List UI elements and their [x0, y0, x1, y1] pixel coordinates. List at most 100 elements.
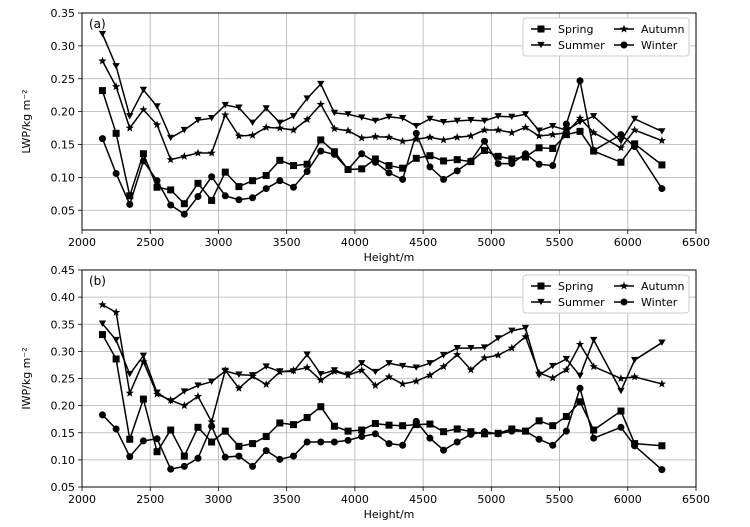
series-winter-point	[562, 120, 570, 128]
series-winter-point	[262, 447, 270, 455]
y-tick-label: 0.30	[51, 345, 76, 358]
legend-entry-winter: Winter	[614, 296, 678, 309]
series-winter-point	[549, 162, 557, 170]
series-spring-point	[453, 156, 461, 164]
x-tick-label: 4000	[341, 493, 369, 506]
series-summer-point	[235, 104, 243, 111]
series-autumn-point	[589, 362, 598, 371]
legend-entry-spring: Spring	[531, 280, 594, 293]
series-autumn-point	[139, 105, 148, 114]
series-autumn-point	[125, 123, 134, 132]
series-summer-point	[426, 115, 434, 123]
x-tick-label: 4000	[341, 236, 369, 249]
series-summer-point	[453, 344, 461, 352]
series-spring-point	[399, 164, 407, 172]
series-spring-point	[262, 171, 270, 179]
series-winter-point	[576, 77, 584, 85]
series-summer-point	[371, 117, 380, 124]
x-tick-label: 6500	[682, 236, 710, 249]
series-autumn-point	[562, 128, 571, 137]
series-winter-line	[101, 80, 663, 216]
series-winter-point	[330, 438, 338, 446]
series-autumn-point	[521, 123, 530, 131]
series-autumn-point	[521, 332, 530, 341]
series-autumn-point	[330, 367, 339, 375]
plot-frame	[81, 269, 697, 488]
series-spring	[98, 331, 666, 460]
series-autumn-point	[316, 100, 325, 108]
series-autumn-point	[507, 128, 516, 137]
series-summer-point	[617, 138, 625, 145]
series-winter-point	[631, 142, 639, 150]
series-winter-point	[153, 435, 161, 443]
series-winter-point	[453, 167, 461, 175]
series-spring-point	[358, 426, 366, 434]
series-spring-line	[101, 90, 663, 205]
panel-b: 2000 2500 3000 3500 4000 4500 5000 5500 6000 6500…	[20, 264, 710, 521]
series-winter-point	[139, 437, 147, 445]
series-winter-point	[98, 411, 106, 419]
series-summer-point	[412, 364, 420, 371]
series-autumn-point	[193, 148, 203, 157]
series-spring-point	[289, 421, 297, 429]
series-autumn-point	[343, 370, 353, 379]
series-autumn-point	[384, 132, 394, 141]
series-spring-point	[344, 427, 352, 435]
series-winter-point	[631, 442, 639, 450]
series-autumn-point	[466, 365, 475, 374]
series-autumn-point	[453, 350, 462, 359]
x-tick-label: 4500	[409, 236, 437, 249]
series-spring-point	[221, 427, 229, 435]
series-spring-point	[358, 165, 366, 173]
series-spring-point	[167, 426, 175, 434]
series-summer-point	[630, 115, 639, 123]
series-autumn-point	[111, 82, 121, 91]
series-winter-point	[658, 466, 666, 474]
x-axis-label: Height/m	[364, 251, 415, 264]
series-spring-point	[576, 398, 584, 406]
x-tick-label: 3000	[204, 236, 232, 249]
series-winter-point	[481, 428, 489, 436]
series-spring-point	[208, 438, 216, 446]
series-autumn-point	[412, 376, 421, 385]
series-summer-point	[508, 113, 516, 121]
series-winter-point	[562, 427, 570, 435]
series-spring-point	[289, 162, 297, 170]
series-winter-point	[617, 131, 625, 139]
series-summer-point	[139, 352, 148, 359]
legend-entry-autumn: Autumn	[614, 280, 684, 293]
legend-entry-summer: Summer	[531, 296, 605, 309]
series-autumn-point	[575, 113, 585, 122]
series-spring-point	[535, 417, 543, 425]
series-spring-point	[412, 154, 420, 162]
series-winter-point	[344, 166, 352, 174]
series-summer-point	[180, 388, 189, 395]
series-summer-point	[221, 101, 229, 109]
series-spring-point	[235, 442, 243, 450]
series-autumn-point	[343, 126, 353, 135]
series-spring-line	[101, 334, 662, 458]
series-autumn-point	[616, 374, 626, 383]
series-winter-point	[590, 146, 598, 154]
legend-entry-autumn-label: Autumn	[641, 280, 684, 293]
series-spring-point	[385, 162, 393, 170]
series-winter-line	[101, 385, 663, 471]
legend-entry-autumn-label: Autumn	[641, 23, 684, 36]
series-spring-point	[617, 407, 625, 415]
x-tick-label: 6500	[682, 493, 710, 506]
y-tick-label: 0.10	[51, 171, 76, 184]
series-autumn-point	[398, 379, 407, 388]
legend-entry-winter-marker	[620, 41, 628, 49]
series-spring-point	[139, 395, 147, 403]
series-autumn-point	[575, 339, 585, 348]
series-spring-point	[549, 144, 557, 152]
series-summer-point	[248, 119, 257, 126]
x-tick-label: 5500	[546, 236, 574, 249]
series-autumn-point	[180, 152, 189, 160]
series-autumn-point	[371, 132, 380, 141]
series-summer-point	[153, 103, 161, 110]
series-summer-point	[235, 371, 243, 378]
series-spring-point	[562, 412, 570, 420]
series-summer-point	[508, 327, 516, 334]
series-winter-point	[126, 453, 134, 461]
